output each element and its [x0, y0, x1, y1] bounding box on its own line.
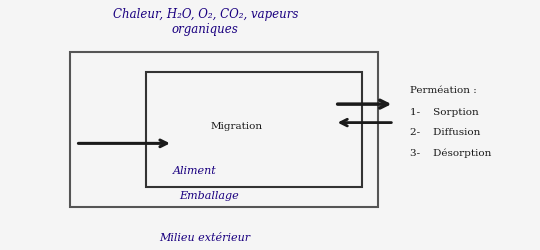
Text: Migration: Migration	[211, 122, 263, 131]
Text: Perméation :: Perméation :	[410, 85, 477, 94]
Text: 2-    Diffusion: 2- Diffusion	[410, 128, 481, 137]
Text: Emballage: Emballage	[179, 190, 239, 200]
Bar	[70, 52, 378, 208]
Text: Milieu extérieur: Milieu extérieur	[160, 232, 251, 242]
Text: Aliment: Aliment	[173, 165, 217, 175]
Text: Chaleur, H₂O, O₂, CO₂, vapeurs
organiques: Chaleur, H₂O, O₂, CO₂, vapeurs organique…	[112, 8, 298, 36]
Text: 3-    Désorption: 3- Désorption	[410, 148, 492, 157]
Bar	[146, 72, 362, 188]
Text: 1-    Sorption: 1- Sorption	[410, 108, 479, 117]
